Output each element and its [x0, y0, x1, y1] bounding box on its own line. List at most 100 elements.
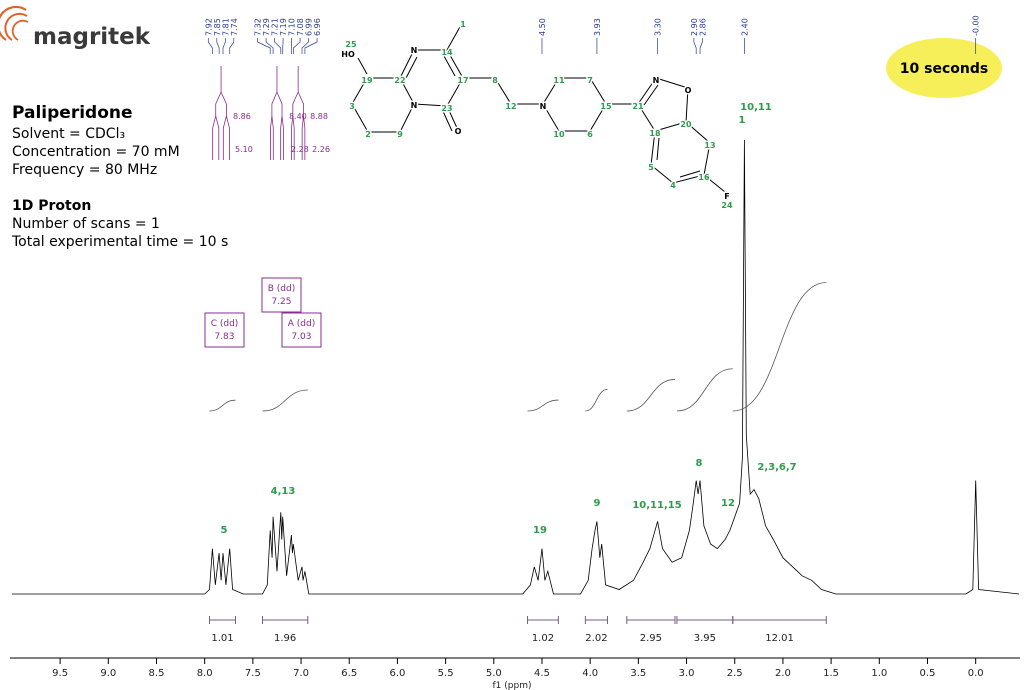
atom-label: 2: [365, 130, 371, 139]
x-tick-label: 0.0: [968, 668, 984, 679]
tree-leaf: [291, 115, 294, 160]
assignment-label: 2,3,6,7: [757, 462, 796, 473]
tree-branch: [292, 91, 299, 116]
assignment-label: 9: [594, 498, 601, 509]
coupling-label: 8.86: [233, 112, 251, 121]
multiplet-name: B (dd): [268, 284, 295, 294]
atom-label: 22: [394, 76, 405, 85]
peak-connector: [216, 38, 220, 54]
atom-label: HO: [341, 50, 355, 59]
tree-branch: [215, 91, 222, 116]
x-tick-label: 9.5: [52, 668, 68, 679]
peak-label: 7.19: [279, 18, 288, 36]
assignment-label: 4,13: [271, 486, 296, 497]
atom-label: 1: [460, 20, 466, 29]
assignment-label: 19: [533, 525, 547, 536]
atom-label: 16: [698, 173, 710, 182]
x-tick-label: 5.5: [438, 668, 454, 679]
tree-leaf: [270, 115, 273, 160]
info-line: Number of scans = 1: [12, 216, 160, 232]
x-tick-label: 1.0: [871, 668, 887, 679]
atom-label: 18: [649, 129, 661, 138]
peak-label: 7.81: [221, 18, 230, 36]
multiplet-name: A (dd): [288, 319, 315, 329]
multiplet-box: [261, 277, 302, 313]
tree-branch: [271, 91, 278, 116]
atom-label: 25: [345, 40, 357, 49]
atom-label: N: [653, 76, 660, 85]
x-tick-label: 6.0: [389, 668, 405, 679]
x-tick-label: 2.5: [727, 668, 743, 679]
peak-label: 7.92: [204, 18, 213, 36]
tree-branch: [297, 91, 304, 116]
assignment-label: 10,11,15: [632, 500, 681, 511]
tree-leaf: [281, 115, 284, 160]
info-line: Solvent = CDCl₃: [12, 126, 125, 142]
multiplet-shift: 7.25: [271, 297, 291, 307]
peak-label: 7.10: [288, 18, 297, 36]
x-tick-label: 9.0: [100, 668, 116, 679]
coupling-label: 2.26: [312, 145, 330, 154]
x-axis-title: f1 (ppm): [493, 681, 532, 690]
integral-value: 1.01: [211, 633, 233, 644]
assignment-label: 10,11: [740, 102, 772, 113]
assignment-label: 8: [696, 458, 703, 469]
atom-label: N: [411, 46, 418, 55]
atom-label: O: [685, 86, 692, 95]
integral-value: 1.02: [532, 633, 554, 644]
badge-text: 10 seconds: [900, 61, 988, 77]
atom-label: F: [724, 192, 729, 201]
peak-label: 3.30: [654, 18, 663, 36]
x-tick-label: 4.0: [582, 668, 598, 679]
multiplet-shift: 7.03: [291, 332, 311, 342]
x-tick-label: 3.5: [630, 668, 646, 679]
atom-label: 6: [587, 130, 593, 139]
peak-label: -0.00: [972, 15, 981, 36]
atom-label: 3: [349, 102, 355, 111]
integral-curve: [585, 388, 608, 412]
info-line: Total experimental time = 10 s: [11, 234, 228, 250]
atom-label: 4: [670, 181, 676, 190]
peak-label: 2.40: [740, 18, 749, 36]
logo-arc: [11, 19, 29, 41]
peak-label: 6.96: [313, 18, 322, 36]
assignment-label: 5: [221, 525, 228, 536]
integral-curve: [676, 368, 733, 412]
badge: [886, 38, 1002, 98]
logo-arc: [4, 12, 28, 41]
multiplet-shift: 7.83: [214, 332, 234, 342]
tree-leaf: [280, 115, 283, 160]
atom-label: 19: [361, 76, 373, 85]
logo-text: magritek: [33, 24, 151, 50]
peak-connector: [274, 38, 282, 54]
integral-value: 1.96: [274, 633, 296, 644]
coupling-label: 2.28: [291, 145, 309, 154]
tree-leaf: [292, 115, 295, 160]
x-tick-label: 0.5: [920, 668, 936, 679]
peak-label: 3.93: [593, 18, 602, 36]
atom-label: 24: [721, 201, 733, 210]
peak-label: 6.99: [305, 18, 314, 36]
x-tick-label: 1.5: [823, 668, 839, 679]
peak-label: 7.29: [262, 18, 271, 36]
peak-connector: [229, 38, 235, 54]
integral-curve: [527, 399, 559, 412]
tree-leaf: [215, 115, 220, 160]
atom-label: 17: [457, 76, 468, 85]
integral-value: 2.02: [585, 633, 607, 644]
x-tick-label: 6.5: [341, 668, 357, 679]
peak-connector: [301, 38, 309, 54]
logo: magritek: [0, 5, 151, 50]
coupling-label: 8.40: [289, 112, 307, 121]
integral-value: 2.95: [640, 633, 662, 644]
peak-connector: [304, 38, 318, 54]
peak-label: 4.50: [538, 18, 547, 36]
atom-label: 14: [441, 48, 453, 57]
spectrum-line: [11, 139, 1020, 595]
info-line: Concentration = 70 mM: [12, 144, 180, 160]
atom-label: 9: [397, 130, 403, 139]
integral-curve: [209, 399, 236, 412]
atom-label: 21: [632, 102, 644, 111]
